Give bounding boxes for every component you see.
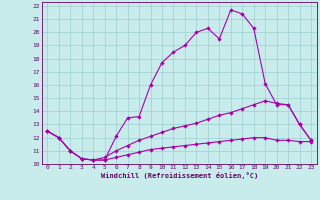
X-axis label: Windchill (Refroidissement éolien,°C): Windchill (Refroidissement éolien,°C) xyxy=(100,172,258,179)
